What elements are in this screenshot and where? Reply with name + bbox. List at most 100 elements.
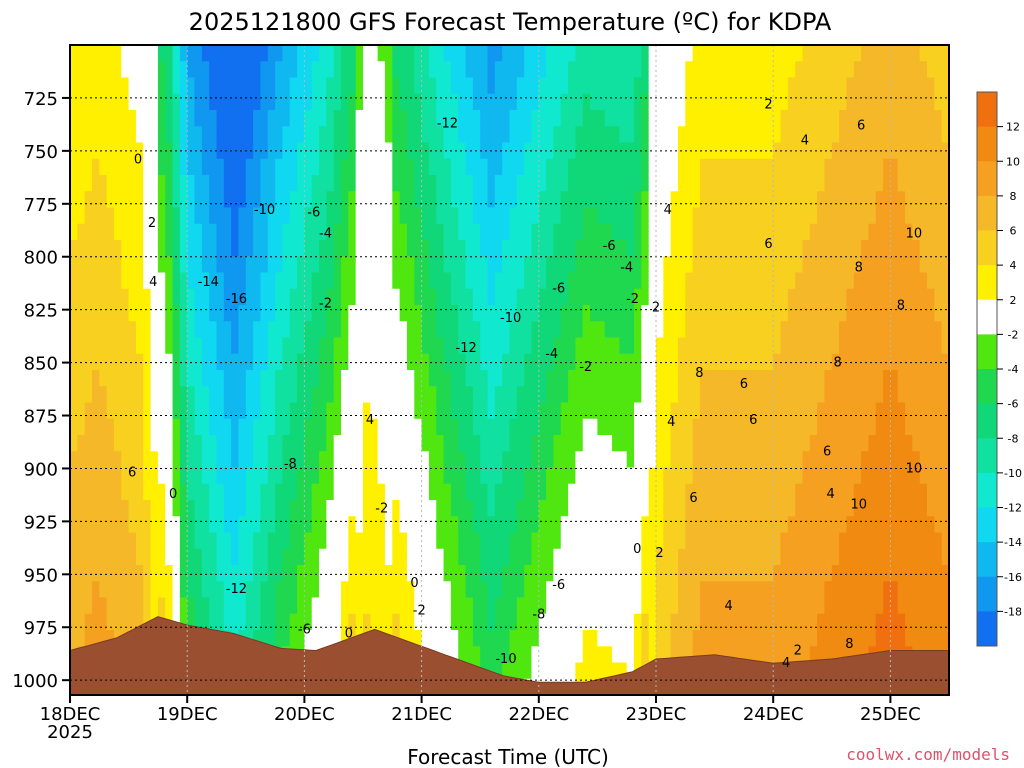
temperature-cell bbox=[714, 207, 723, 225]
temperature-cell bbox=[77, 288, 86, 306]
temperature-cell bbox=[209, 565, 218, 582]
temperature-cell bbox=[524, 191, 533, 209]
temperature-cell bbox=[912, 126, 921, 144]
temperature-cell bbox=[758, 500, 767, 517]
temperature-cell bbox=[905, 353, 913, 371]
temperature-cell bbox=[590, 402, 598, 420]
temperature-cell bbox=[846, 435, 855, 452]
temperature-cell bbox=[187, 191, 196, 209]
temperature-cell bbox=[143, 500, 152, 517]
credit-text[interactable]: coolwx.com/models bbox=[846, 745, 1010, 764]
temperature-cell bbox=[773, 370, 782, 387]
temperature-cell bbox=[275, 370, 284, 387]
temperature-cell bbox=[406, 240, 415, 257]
contour-label: 4 bbox=[664, 203, 672, 218]
temperature-cell bbox=[634, 191, 642, 209]
temperature-cell bbox=[238, 353, 247, 371]
temperature-cell bbox=[113, 110, 122, 127]
temperature-cell bbox=[846, 613, 855, 631]
temperature-cell bbox=[582, 305, 591, 322]
temperature-cell bbox=[524, 418, 533, 436]
temperature-cell bbox=[84, 386, 93, 404]
temperature-cell bbox=[341, 223, 349, 241]
temperature-cell bbox=[758, 45, 767, 62]
temperature-cell bbox=[201, 305, 210, 322]
temperature-cell bbox=[113, 418, 122, 436]
temperature-cell bbox=[868, 548, 877, 566]
temperature-cell bbox=[553, 548, 562, 566]
temperature-cell bbox=[765, 613, 774, 631]
temperature-cell bbox=[157, 483, 166, 501]
temperature-cell bbox=[883, 532, 891, 550]
temperature-cell bbox=[831, 207, 840, 225]
temperature-cell bbox=[597, 45, 606, 62]
temperature-cell bbox=[699, 126, 708, 144]
temperature-cell bbox=[817, 256, 826, 274]
temperature-cell bbox=[634, 500, 642, 517]
temperature-cell bbox=[421, 500, 430, 517]
temperature-cell bbox=[634, 288, 642, 306]
temperature-cell bbox=[509, 207, 518, 225]
temperature-cell bbox=[77, 435, 86, 452]
temperature-cell bbox=[260, 305, 269, 322]
temperature-cell bbox=[421, 305, 430, 322]
temperature-cell bbox=[377, 175, 386, 192]
temperature-cell bbox=[897, 337, 906, 355]
temperature-cell bbox=[128, 45, 137, 62]
temperature-cell bbox=[648, 305, 657, 322]
temperature-cell bbox=[685, 207, 694, 225]
y-tick-label: 925 bbox=[24, 512, 58, 533]
temperature-cell bbox=[157, 516, 166, 534]
temperature-cell bbox=[216, 597, 225, 615]
temperature-cell bbox=[84, 61, 93, 79]
temperature-cell bbox=[890, 581, 899, 599]
temperature-cell bbox=[348, 207, 357, 225]
temperature-cell bbox=[421, 240, 430, 257]
temperature-cell bbox=[634, 467, 642, 485]
temperature-cell bbox=[612, 532, 620, 550]
temperature-cell bbox=[392, 61, 401, 79]
temperature-cell bbox=[897, 288, 906, 306]
temperature-cell bbox=[121, 516, 130, 534]
temperature-cell bbox=[546, 532, 555, 550]
temperature-cell bbox=[179, 467, 188, 485]
temperature-cell bbox=[231, 93, 240, 111]
temperature-cell bbox=[699, 483, 708, 501]
temperature-cell bbox=[670, 61, 679, 79]
temperature-cell bbox=[106, 565, 115, 582]
temperature-cell bbox=[553, 402, 562, 420]
temperature-cell bbox=[231, 321, 240, 339]
temperature-cell bbox=[121, 483, 130, 501]
temperature-cell bbox=[421, 110, 430, 127]
temperature-cell bbox=[758, 516, 767, 534]
temperature-cell bbox=[839, 158, 848, 176]
temperature-cell bbox=[677, 77, 686, 95]
temperature-cell bbox=[531, 321, 540, 339]
temperature-cell bbox=[201, 240, 210, 257]
temperature-cell bbox=[824, 370, 833, 387]
temperature-cell bbox=[216, 435, 225, 452]
temperature-cell bbox=[883, 565, 891, 582]
temperature-cell bbox=[853, 402, 862, 420]
temperature-cell bbox=[897, 500, 906, 517]
colorbar-label: 6 bbox=[1010, 225, 1017, 238]
temperature-cell bbox=[912, 370, 921, 387]
temperature-cell bbox=[135, 370, 144, 387]
temperature-cell bbox=[414, 288, 423, 306]
temperature-cell bbox=[267, 175, 276, 192]
temperature-cell bbox=[319, 418, 327, 436]
temperature-cell bbox=[135, 516, 144, 534]
temperature-cell bbox=[209, 370, 218, 387]
temperature-cell bbox=[685, 61, 694, 79]
temperature-cell bbox=[677, 240, 686, 257]
temperature-cell bbox=[582, 256, 591, 274]
temperature-cell bbox=[699, 142, 708, 160]
temperature-cell bbox=[612, 337, 620, 355]
temperature-cell bbox=[355, 126, 364, 144]
temperature-cell bbox=[604, 305, 613, 322]
temperature-cell bbox=[487, 516, 496, 534]
temperature-cell bbox=[289, 158, 298, 176]
temperature-cell bbox=[363, 158, 371, 176]
temperature-cell bbox=[194, 256, 203, 274]
temperature-cell bbox=[831, 223, 840, 241]
